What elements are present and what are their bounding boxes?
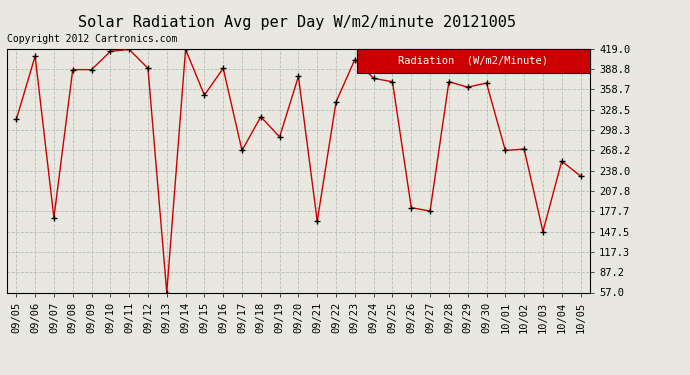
FancyBboxPatch shape [357,49,590,73]
Text: Copyright 2012 Cartronics.com: Copyright 2012 Cartronics.com [7,34,177,44]
Text: Radiation  (W/m2/Minute): Radiation (W/m2/Minute) [398,56,549,66]
Text: Solar Radiation Avg per Day W/m2/minute 20121005: Solar Radiation Avg per Day W/m2/minute … [78,15,515,30]
